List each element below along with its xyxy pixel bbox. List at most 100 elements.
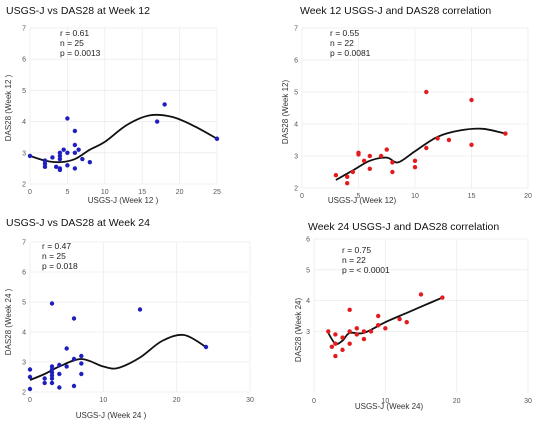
panel-2-point-12 xyxy=(390,160,395,165)
panel-1-trend-line xyxy=(29,113,218,164)
panel-2-point-14 xyxy=(412,158,418,163)
panel-1-point-3 xyxy=(42,164,48,170)
panel-1-xtick-0: 0 xyxy=(28,189,32,196)
panel-2-ytick-1: 3 xyxy=(294,154,298,161)
panel-2-point-20 xyxy=(469,142,474,147)
panel-3-ytick-1: 3 xyxy=(22,360,26,367)
panel-1-point-21 xyxy=(87,159,93,165)
panel-1-point-17 xyxy=(72,150,78,155)
panel-1-point-12 xyxy=(65,116,70,121)
panel-3-ytick-5: 7 xyxy=(22,240,26,247)
panel-3-stat-r: r = 0.47 xyxy=(42,241,71,251)
panel-3-smooth xyxy=(29,333,207,381)
panel-2-ylabel: DAS28 (Week 12) xyxy=(281,80,290,145)
panel-3-ylabel: DAS28 (Week 24 ) xyxy=(4,288,13,355)
panel-1-point-1 xyxy=(42,158,48,163)
panel-3-point-17 xyxy=(71,316,77,321)
panel-2-ytick-5: 7 xyxy=(294,26,298,33)
panel-1-point-20 xyxy=(80,156,85,162)
panel-1-stat-n: n = 25 xyxy=(60,38,84,48)
panel-2-ytick-0: 2 xyxy=(294,186,298,193)
panel-3-point-10 xyxy=(49,376,55,381)
panel-3-point-13 xyxy=(57,371,62,377)
panel-2-point-2 xyxy=(345,181,350,186)
panel-1-title: USGS-J vs DAS28 at Week 12 xyxy=(6,5,150,17)
panel-4-point-17 xyxy=(397,316,402,322)
panel-1-ytick-0: 2 xyxy=(22,182,26,189)
panel-3-xtick-0: 0 xyxy=(28,397,32,404)
panel-4-ytick-3: 6 xyxy=(306,237,310,244)
panel-3-point-5 xyxy=(49,301,55,306)
panel-3-point-15 xyxy=(64,346,69,351)
panel-4-point-10 xyxy=(354,332,359,337)
panel-4-ticks: 3 4 5 6 0 10 20 30 xyxy=(306,237,532,406)
panel-3-point-11 xyxy=(49,380,55,386)
panel-2-point-16 xyxy=(424,145,429,151)
panel-4-point-7 xyxy=(347,329,352,334)
panel-4-title: Week 24 USGS-J and DAS28 correlation xyxy=(308,221,499,233)
panel-1-xtick-3: 15 xyxy=(138,189,146,196)
panel-3-xtick-3: 30 xyxy=(246,397,254,404)
panel-1-xtick-4: 20 xyxy=(176,189,184,196)
panel-3-point-22 xyxy=(79,371,84,377)
panel-3-point-0 xyxy=(27,367,33,372)
panel-4-point-0 xyxy=(326,329,331,334)
panel-4-ylabel: DAS28 (Week 24) xyxy=(294,298,303,363)
panel-4-point-14 xyxy=(376,313,381,319)
panel-4-point-20 xyxy=(440,295,445,300)
panel-1-point-14 xyxy=(65,163,70,168)
panel-2-point-7 xyxy=(367,166,372,171)
panel-1-xtick-5: 25 xyxy=(213,189,221,196)
panel-3-point-1 xyxy=(27,374,33,380)
panel-3-stat-p: p = 0.018 xyxy=(42,261,78,271)
panel-1-ytick-3: 5 xyxy=(22,88,26,95)
panel-1-stat-r: r = 0.61 xyxy=(60,28,89,38)
panel-2-stat-p: p = 0.0081 xyxy=(330,48,371,58)
panel-2-xtick-1: 5 xyxy=(357,193,361,200)
panel-1-point-10 xyxy=(57,150,63,155)
panel-3-title: USGS-J vs DAS28 at Week 24 xyxy=(6,217,150,229)
panel-1-point-24 xyxy=(214,136,220,141)
panel-1-point-16 xyxy=(72,142,78,148)
panel-4-point-18 xyxy=(404,319,409,325)
panel-1-point-13 xyxy=(65,150,70,155)
panel-4-point-9 xyxy=(347,341,352,346)
panel-1-point-9 xyxy=(57,153,63,159)
panel-4-point-15 xyxy=(376,323,381,328)
panel-1-smooth xyxy=(29,113,218,164)
panel-1-point-19 xyxy=(76,147,81,152)
panel-1-xlabel: USGS-J (Week 12 ) xyxy=(88,196,159,205)
panel-1-point-11 xyxy=(61,147,66,152)
panel-3-ticks: 2 3 4 5 6 7 0 10 20 30 xyxy=(22,240,254,405)
panel-2-title: Week 12 USGS-J and DAS28 correlation xyxy=(300,5,491,17)
panel-3-xtick-2: 20 xyxy=(173,397,181,404)
panel-3-point-12 xyxy=(57,362,62,368)
panel-2-xtick-0: 0 xyxy=(300,193,304,200)
panel-3-ytick-3: 5 xyxy=(22,300,26,307)
panel-3-ytick-4: 6 xyxy=(22,270,26,277)
panel-3-xtick-1: 10 xyxy=(99,397,107,404)
panel-2-point-17 xyxy=(435,136,440,141)
panel-4-stat-n: n = 22 xyxy=(342,255,366,265)
panel-2-point-9 xyxy=(378,153,384,159)
panel-4-ytick-2: 5 xyxy=(306,267,310,274)
panel-2-ytick-4: 6 xyxy=(294,58,298,65)
panel-2-xtick-2: 10 xyxy=(411,193,419,200)
panel-1-point-23 xyxy=(162,102,167,107)
panel-3-point-20 xyxy=(79,353,84,359)
panel-3-grid xyxy=(29,241,251,393)
panel-4-xtick-1: 10 xyxy=(381,398,389,405)
panel-2-grid xyxy=(301,27,529,189)
panel-1-grid xyxy=(29,27,218,185)
panel-2-point-13 xyxy=(412,165,418,170)
panel-4-ytick-0: 3 xyxy=(306,329,310,336)
panel-1-point-22 xyxy=(154,119,160,124)
panel-2-point-10 xyxy=(384,147,389,152)
panel-4-grid xyxy=(313,238,529,393)
panel-4-xtick-0: 0 xyxy=(312,398,316,405)
panel-1-point-7 xyxy=(57,167,63,173)
panel-4-ytick-1: 4 xyxy=(306,298,310,305)
panel-1-point-15 xyxy=(72,128,78,134)
